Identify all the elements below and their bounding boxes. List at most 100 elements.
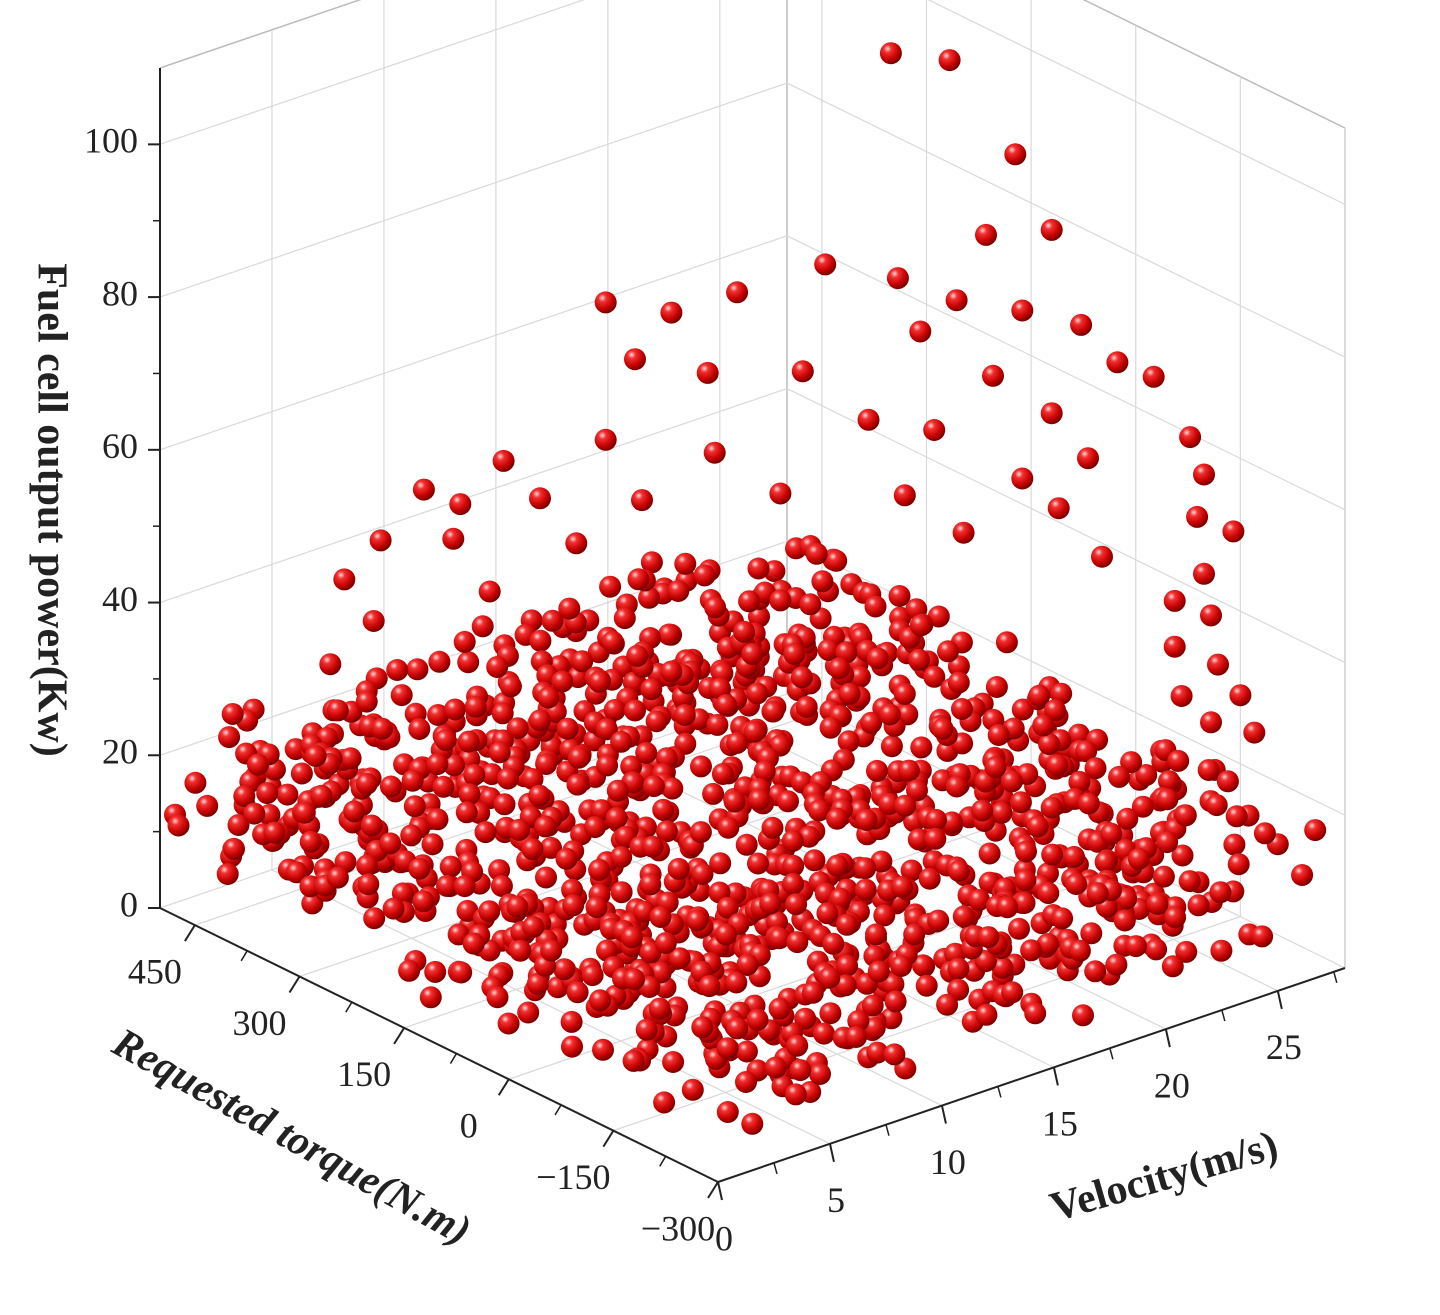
- data-point: [566, 773, 589, 796]
- data-point: [1243, 721, 1266, 744]
- data-point: [408, 718, 431, 740]
- data-point: [768, 927, 791, 950]
- data-point: [1156, 831, 1179, 854]
- torque-tick: [393, 1027, 405, 1045]
- data-point: [184, 771, 207, 794]
- data-point: [603, 699, 626, 721]
- data-point: [945, 289, 968, 312]
- data-point: [735, 1040, 758, 1063]
- data-point: [897, 759, 920, 782]
- torque-tick-label: 150: [337, 1054, 391, 1094]
- data-point: [1068, 939, 1091, 962]
- data-point: [927, 909, 950, 932]
- data-point: [927, 605, 950, 628]
- data-point: [449, 493, 472, 516]
- data-point: [971, 799, 994, 822]
- power-tick-label: 100: [84, 121, 138, 161]
- data-point: [497, 1012, 520, 1035]
- data-point: [589, 989, 611, 1012]
- data-point: [1167, 749, 1190, 772]
- data-point: [218, 726, 241, 749]
- data-point: [355, 772, 378, 795]
- data-point: [658, 623, 680, 646]
- data-point: [1008, 917, 1030, 940]
- data-point: [1046, 754, 1069, 777]
- data-point: [866, 759, 888, 782]
- data-point: [1011, 467, 1034, 490]
- data-point: [1135, 764, 1158, 786]
- velocity-tick-label: 15: [1042, 1104, 1078, 1144]
- data-point: [371, 717, 394, 740]
- data-point: [521, 838, 544, 861]
- data-point: [599, 575, 622, 598]
- velocity-tick-label: 5: [827, 1180, 845, 1220]
- data-point: [555, 847, 578, 870]
- data-point: [1142, 365, 1165, 388]
- data-point: [668, 947, 691, 970]
- torque-tick-label: −300: [641, 1208, 715, 1248]
- data-point: [938, 49, 961, 72]
- data-point: [1186, 505, 1209, 528]
- data-point: [464, 695, 487, 718]
- data-point: [746, 1008, 769, 1031]
- data-point: [434, 729, 457, 751]
- torque-tick-label: 450: [128, 951, 182, 991]
- data-point: [786, 931, 809, 954]
- data-point: [1210, 939, 1233, 962]
- data-point: [471, 615, 494, 638]
- velocity-axis-title: Velocity(m/s): [1045, 1122, 1283, 1231]
- torque-tick: [602, 1130, 615, 1148]
- data-point: [1020, 939, 1043, 962]
- data-point: [356, 854, 379, 877]
- data-point: [854, 878, 877, 901]
- data-point: [759, 892, 782, 915]
- data-point: [620, 755, 643, 778]
- data-point: [799, 593, 822, 616]
- data-point: [486, 656, 509, 678]
- data-point: [1251, 925, 1274, 948]
- data-point: [419, 986, 442, 1009]
- data-point: [747, 557, 770, 580]
- data-point: [1193, 463, 1215, 486]
- data-point: [492, 449, 515, 472]
- data-point: [1216, 770, 1239, 793]
- data-point: [1152, 865, 1175, 888]
- data-point: [947, 860, 970, 882]
- data-point: [1075, 740, 1098, 763]
- data-point: [256, 782, 279, 805]
- data-point: [223, 837, 245, 860]
- data-point: [991, 956, 1014, 979]
- data-point: [379, 832, 402, 855]
- data-point: [975, 1003, 998, 1026]
- data-point: [1127, 847, 1150, 870]
- data-point: [952, 521, 975, 544]
- data-point: [408, 857, 431, 880]
- data-point: [808, 799, 831, 822]
- data-point: [790, 666, 813, 689]
- data-point: [690, 755, 712, 778]
- data-point: [883, 1043, 906, 1066]
- data-point: [493, 793, 516, 816]
- data-point: [635, 741, 658, 764]
- data-point: [1146, 892, 1169, 915]
- data-point: [1106, 351, 1129, 374]
- data-point: [660, 660, 683, 683]
- data-point: [620, 926, 643, 949]
- data-point: [1051, 907, 1074, 930]
- data-point: [528, 709, 551, 732]
- data-point: [996, 896, 1019, 919]
- data-point: [714, 923, 737, 946]
- data-point: [809, 1063, 831, 1085]
- data-point: [1001, 981, 1024, 1004]
- data-point: [595, 718, 618, 741]
- data-point: [560, 1010, 583, 1033]
- data-point: [624, 699, 646, 722]
- data-point: [499, 675, 522, 698]
- data-point: [704, 596, 727, 619]
- data-point: [816, 902, 839, 925]
- data-point: [626, 644, 649, 667]
- data-point: [968, 889, 991, 911]
- data-point: [508, 818, 531, 841]
- data-point: [167, 814, 190, 837]
